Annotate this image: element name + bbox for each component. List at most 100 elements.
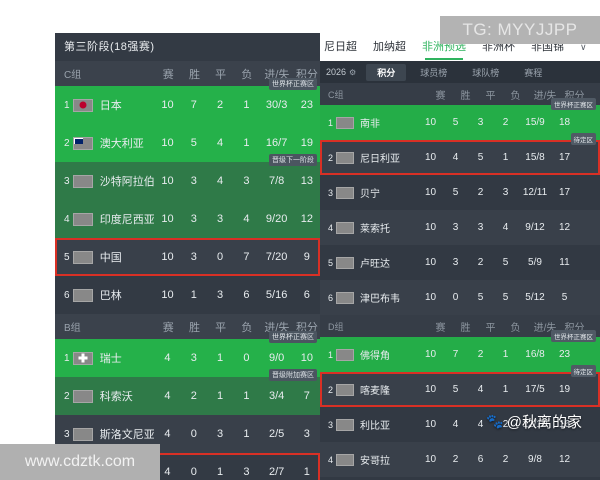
stat-2: 0 [217, 251, 224, 263]
column-header-3: 负 [510, 322, 521, 334]
team-name: 印度尼西亚 [99, 214, 155, 226]
points: 7 [303, 390, 310, 402]
goal-diff: 3/4 [268, 390, 285, 402]
stat-1: 5 [190, 137, 197, 149]
table-row[interactable]: 6 津巴布韦 10 0 5 5 5/12 5 [320, 280, 600, 315]
points: 19 [558, 384, 571, 395]
flag-icon [336, 453, 354, 466]
subtab-球员榜[interactable]: 球员榜 [420, 67, 448, 78]
team-name: 安哥拉 [360, 456, 390, 467]
table-row[interactable]: 1 日本 10 7 2 1 30/3 23 世界杯正赛区 [55, 78, 320, 124]
stat-1: 3 [452, 222, 459, 233]
row-rank: 2 [64, 137, 70, 149]
stat-0: 10 [424, 454, 437, 465]
stat-2: 1 [217, 352, 224, 364]
column-header-2: 平 [485, 90, 496, 102]
column-header-3: 负 [241, 321, 253, 334]
row-rank: 3 [328, 419, 334, 430]
column-header-5: 积分 [295, 321, 318, 334]
goal-diff: 7/20 [265, 251, 288, 263]
stat-1: 1 [190, 289, 197, 301]
stat-0: 10 [161, 251, 174, 263]
subtab-球队榜[interactable]: 球队榜 [472, 67, 500, 78]
stat-3: 4 [502, 222, 509, 233]
stat-1: 3 [190, 251, 197, 263]
stat-1: 7 [190, 99, 197, 111]
column-header-0: 赛 [162, 321, 174, 334]
points: 16 [558, 419, 571, 430]
group-name: C组 [64, 70, 82, 81]
column-header-1: 胜 [460, 322, 471, 334]
table-row[interactable]: 5毛里求斯10 [320, 477, 600, 480]
stat-2: 4 [217, 137, 224, 149]
table-row[interactable]: 5 中国 10 3 0 7 7/20 9 [55, 238, 320, 276]
stat-3: 3 [243, 466, 250, 478]
team-name: 瑞士 [99, 353, 122, 365]
table-row[interactable]: 3 贝宁 10 5 2 3 12/11 17 [320, 175, 600, 210]
watermark-right-label: @秋离的家 [506, 414, 582, 431]
stat-1: 5 [452, 117, 459, 128]
tab-非国锦[interactable]: 非国锦 [531, 41, 564, 53]
table-row[interactable]: 2 科索沃 4 2 1 1 3/4 7 晋级附加赛区 [55, 369, 320, 415]
group-header-D组: D组 赛 胜 平 负进/失 积分 [320, 315, 600, 337]
stat-3: 1 [243, 428, 250, 440]
points: 12 [558, 222, 571, 233]
stat-3: 1 [502, 152, 509, 163]
chevron-down-icon[interactable]: ∨ [580, 41, 587, 52]
table-row[interactable]: 3 利比亚 10 4 4 2 12/10 16 [320, 407, 600, 442]
points: 13 [300, 175, 313, 187]
points: 10 [300, 352, 313, 364]
stat-1: 5 [452, 187, 459, 198]
stat-2: 5 [477, 152, 484, 163]
table-row[interactable]: 6 巴林 10 1 3 6 5/16 6 [55, 276, 320, 314]
tab-非洲预选[interactable]: 非洲预选 [422, 38, 466, 60]
group-name: C组 [328, 89, 344, 100]
stat-2: 5 [477, 292, 484, 303]
season-selector[interactable]: 2026 ⚙ [326, 67, 356, 77]
stage-title: 第三阶段(18强赛) [55, 33, 320, 61]
goal-diff: 9/8 [528, 454, 542, 465]
table-row[interactable]: 4 莱索托 10 3 3 4 9/12 12 [320, 210, 600, 245]
table-row[interactable]: 1 佛得角 10 7 2 1 16/8 23 世界杯正赛区 [320, 330, 600, 372]
column-header-5: 积分 [564, 90, 585, 102]
table-row[interactable]: 1 南非 10 5 3 2 15/9 18 世界杯正赛区 [320, 98, 600, 140]
row-rank: 4 [328, 454, 334, 465]
goal-diff: 15/8 [525, 152, 545, 163]
stat-3: 2 [502, 419, 509, 430]
table-row[interactable]: 3 沙特阿拉伯 10 3 4 3 7/8 13 晋级下一阶段 [55, 154, 320, 200]
column-header-5: 积分 [564, 322, 585, 334]
flag-icon [72, 98, 93, 112]
qualification-badge: 世界杯正赛区 [551, 98, 596, 110]
stat-1: 0 [452, 292, 459, 303]
table-row[interactable]: 5 卢旺达 10 3 2 5 5/9 11 [320, 245, 600, 280]
team-name: 津巴布韦 [360, 294, 400, 305]
stat-0: 10 [161, 175, 174, 187]
goal-diff: 17/5 [525, 384, 545, 395]
table-row[interactable]: 2 尼日利亚 10 4 5 1 15/8 17 待定区 [320, 133, 600, 175]
table-row[interactable]: 4 印度尼西亚 10 3 3 4 9/20 12 [55, 200, 320, 238]
subtab-积分[interactable]: 积分 [366, 63, 407, 81]
watermark-right: 🐾 @秋离的家 [486, 411, 582, 432]
team-name: 中国 [99, 252, 122, 264]
row-rank: 6 [328, 292, 334, 303]
team-name: 贝宁 [360, 189, 380, 200]
points: 11 [559, 257, 570, 268]
goal-diff: 16/7 [265, 137, 288, 149]
flag-icon [336, 418, 354, 431]
tab-非洲杯[interactable]: 非洲杯 [482, 41, 515, 53]
tg-tag-overlay: TG: MYYJJPP [440, 16, 600, 44]
flag-icon [336, 291, 354, 304]
subtab-赛程[interactable]: 赛程 [524, 67, 543, 78]
row-rank: 5 [64, 251, 70, 263]
tab-尼日超[interactable]: 尼日超 [324, 41, 357, 53]
stat-2: 4 [217, 175, 224, 187]
team-name: 斯洛文尼亚 [99, 429, 155, 441]
table-row[interactable]: 2 喀麦隆 10 5 4 1 17/5 19 待定区 [320, 365, 600, 407]
stat-2: 6 [477, 454, 484, 465]
table-row[interactable]: 4 安哥拉 10 2 6 2 9/8 12 [320, 442, 600, 477]
tab-加纳超[interactable]: 加纳超 [373, 41, 406, 53]
points: 9 [303, 251, 310, 263]
goal-diff: 12/10 [522, 419, 548, 430]
flag-icon [72, 389, 93, 403]
flag-icon [72, 351, 93, 365]
